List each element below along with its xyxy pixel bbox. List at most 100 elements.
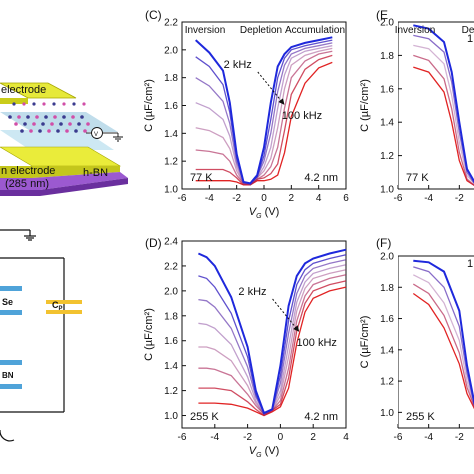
y-axis-label: C (µF/cm²) xyxy=(143,308,155,361)
y-tick-label: 1.4 xyxy=(164,129,178,140)
series-line xyxy=(198,274,347,416)
freq-low-label: 2 kHz xyxy=(224,59,252,71)
y-tick-label: 2.0 xyxy=(164,286,178,297)
atom-dot xyxy=(80,115,84,119)
y-tick-label: 2.2 xyxy=(164,261,178,272)
thickness-label: 4.2 nm xyxy=(304,411,338,423)
atomic-dots xyxy=(8,102,96,133)
y-tick-label: 1.4 xyxy=(164,361,178,372)
equivalent-circuit: Se CP BN xyxy=(0,229,82,442)
x-tick-label: 2 xyxy=(289,193,295,204)
atom-dot xyxy=(20,129,24,133)
x-tick-label: -6 xyxy=(178,193,187,204)
schematic-label: (285 nm) xyxy=(5,178,49,190)
atom-dot xyxy=(29,129,33,133)
x-tick-label: -6 xyxy=(394,432,403,443)
series-line xyxy=(197,248,347,415)
panel-label: (F) xyxy=(376,236,391,250)
region-label: Inversion xyxy=(185,25,226,36)
atom-dot xyxy=(74,129,78,133)
x-axis-label: VG (V) xyxy=(249,206,280,220)
atom-dot xyxy=(17,115,21,119)
y-tick-label: 1.0 xyxy=(380,185,394,196)
panel-label: (C) xyxy=(145,8,162,22)
x-tick-label: 0 xyxy=(278,432,284,443)
x-tick-label: -4 xyxy=(210,432,219,443)
atom-dot xyxy=(77,122,81,126)
atom-dot xyxy=(82,102,86,106)
series-line xyxy=(195,54,333,186)
capacitor-plate xyxy=(0,286,22,291)
series-line xyxy=(195,39,333,185)
y-tick-label: 1.6 xyxy=(164,336,178,347)
series-line xyxy=(195,50,333,186)
thickness-label: 4.2 nm xyxy=(304,172,338,184)
capacitor-plate xyxy=(0,360,22,365)
ac-source xyxy=(0,429,15,442)
series-line xyxy=(195,45,333,185)
y-tick-label: 1.6 xyxy=(380,84,394,95)
y-axis-label: C (µF/cm²) xyxy=(143,79,155,132)
y-tick-label: 1.4 xyxy=(380,118,394,129)
series-line xyxy=(195,47,333,186)
y-tick-label: 1.4 xyxy=(380,345,394,356)
atom-dot xyxy=(47,129,51,133)
atom-dot xyxy=(68,122,72,126)
y-tick-label: 1.8 xyxy=(164,311,178,322)
y-axis-label: C (µF/cm²) xyxy=(359,79,371,132)
x-tick-label: -6 xyxy=(394,193,403,204)
atom-dot xyxy=(83,129,87,133)
freq-high-label: 100 kHz xyxy=(297,337,337,349)
y-tick-label: 1.8 xyxy=(164,73,178,84)
atom-dot xyxy=(38,129,42,133)
plot-area xyxy=(398,21,474,190)
series-line xyxy=(198,269,347,416)
cp-label: CP xyxy=(52,300,63,312)
series-line xyxy=(198,286,347,417)
device-schematic-fragment: electrode h-BN n electrode (285 nm) V Se xyxy=(0,82,128,442)
atom-dot xyxy=(56,129,60,133)
y-tick-label: 1.6 xyxy=(380,314,394,325)
panel-label: (D) xyxy=(145,236,162,250)
x-tick-label: 0 xyxy=(261,193,267,204)
x-tick-label: -4 xyxy=(424,432,433,443)
region-label: Accumulation xyxy=(285,25,345,36)
freq-low-label: 2 kHz xyxy=(238,286,266,298)
atom-dot xyxy=(65,129,69,133)
atom-dot xyxy=(44,115,48,119)
x-tick-label: 6 xyxy=(343,193,349,204)
x-tick-label: 2 xyxy=(310,432,316,443)
atom-dot xyxy=(35,115,39,119)
y-tick-label: 1.0 xyxy=(164,185,178,196)
atom-dot xyxy=(41,122,45,126)
x-tick-label: 4 xyxy=(343,432,349,443)
panel-label: (E xyxy=(376,8,388,22)
y-tick-label: 1.8 xyxy=(380,51,394,62)
atom-dot xyxy=(62,115,66,119)
series-line xyxy=(195,61,333,186)
series-line xyxy=(413,66,474,187)
atom-dot xyxy=(23,122,27,126)
atom-dot xyxy=(8,115,12,119)
panel-c-chart: -6 -4 -2 0 2 4 6 1.0 1.2 1.4 1.6 1.8 2.0 2.2(C) C (µF/… xyxy=(143,8,349,220)
schematic-label: h-BN xyxy=(83,167,108,179)
atom-dot xyxy=(72,102,76,106)
series-line xyxy=(413,274,474,408)
x-tick-label: -2 xyxy=(455,432,464,443)
atom-dot xyxy=(12,102,16,106)
atom-dot xyxy=(71,115,75,119)
atom-dot xyxy=(53,115,57,119)
x-axis-label-unit: (V) xyxy=(262,206,280,218)
temperature-label: 77 K xyxy=(406,172,429,184)
series-line xyxy=(413,259,474,405)
y-tick-label: 2.0 xyxy=(380,18,394,29)
y-tick-label: 1.0 xyxy=(380,408,394,419)
x-tick-label: -2 xyxy=(232,193,241,204)
region-label: Depletion xyxy=(240,25,282,36)
y-tick-label: 1.2 xyxy=(164,157,178,168)
plot-area xyxy=(398,255,474,429)
panel-f-chart: -6 -4 -2 1.0 1.2 1.4 1.6 1.8 2.0 (F) C (µF/cm²) 1 25… xyxy=(359,236,474,443)
series-line xyxy=(413,44,474,185)
atom-dot xyxy=(50,122,54,126)
